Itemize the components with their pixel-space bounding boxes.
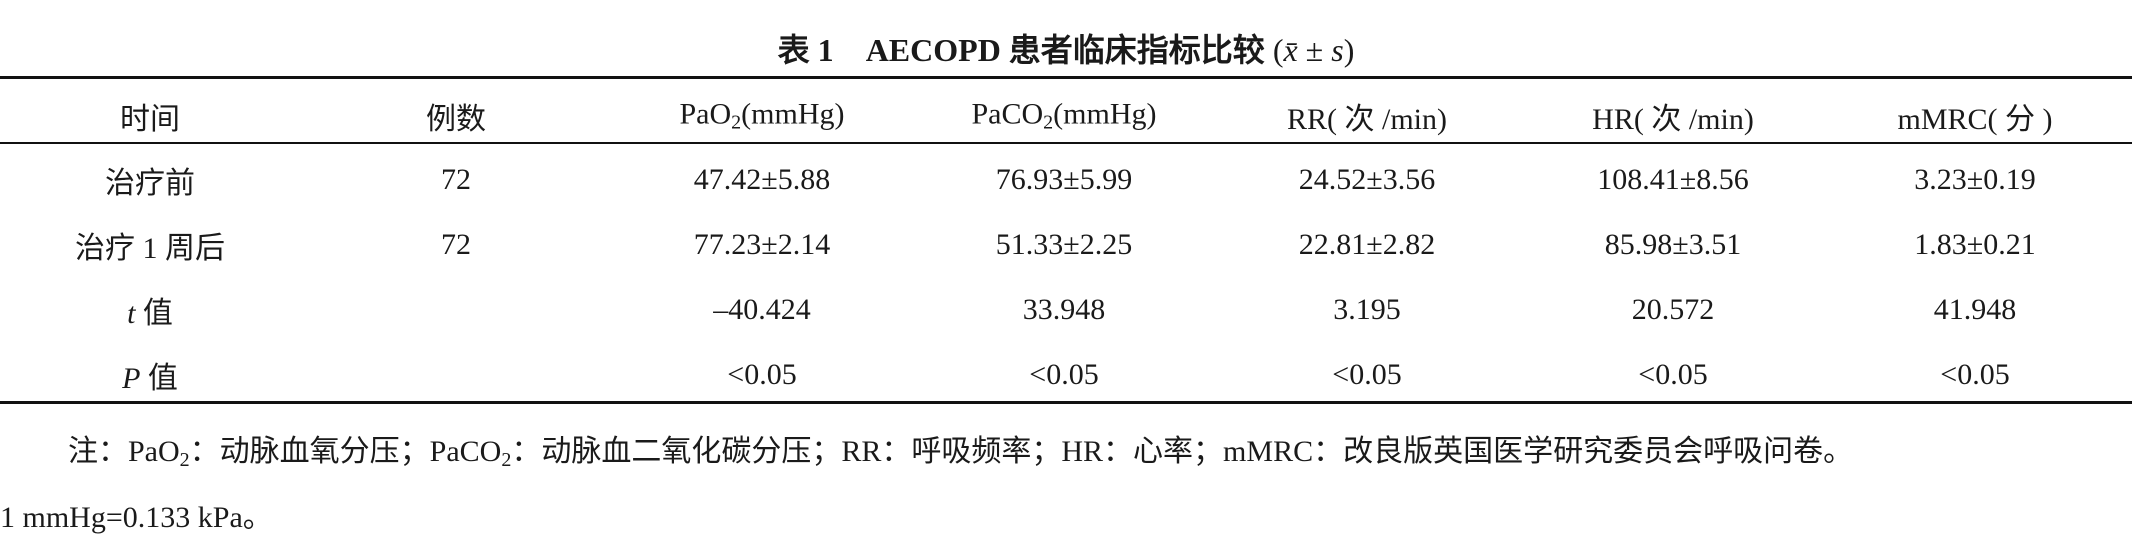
text: RR( 次 /min) xyxy=(1286,103,1448,136)
stat-s: s xyxy=(1331,32,1344,68)
header-cell: mMRC( 分 ) xyxy=(1897,94,2052,138)
stat-pm: ± xyxy=(1297,32,1332,68)
text: PaCO xyxy=(971,97,1044,131)
table-cell: t 值 xyxy=(127,288,173,332)
table-cell: <0.05 xyxy=(1029,358,1099,391)
table-cell: <0.05 xyxy=(1332,358,1402,391)
italic-text: P xyxy=(122,362,141,395)
text: PaCO xyxy=(429,435,502,468)
table-cell: 33.948 xyxy=(1022,293,1106,326)
text: PaO xyxy=(128,435,180,468)
table-cell: 72 xyxy=(441,228,471,261)
table-cell: 47.42±5.88 xyxy=(693,163,831,196)
table-cell: P 值 xyxy=(122,353,178,397)
header-cell: HR( 次 /min) xyxy=(1592,94,1754,138)
text: mMRC( 分 ) xyxy=(1897,103,2053,136)
italic-text: t xyxy=(127,297,136,330)
header-cell: RR( 次 /min) xyxy=(1287,94,1447,138)
stat-close: ) xyxy=(1343,32,1355,68)
table-cell: 治疗前 xyxy=(105,158,195,202)
text: 值 xyxy=(135,297,173,330)
text: HR( 次 /min) xyxy=(1592,103,1754,136)
header-cell: PaO2(mmHg) xyxy=(680,98,845,135)
table-cell: 3.195 xyxy=(1333,293,1401,326)
table-cell: 24.52±3.56 xyxy=(1298,163,1436,196)
table-cell: 3.23±0.19 xyxy=(1914,163,2036,196)
header-cell: 时间 xyxy=(120,94,180,138)
subscript: 2 xyxy=(501,449,512,471)
subscript: 2 xyxy=(731,111,742,134)
table-cell: 治疗 1 周后 xyxy=(75,223,225,267)
table-cell: 22.81±2.82 xyxy=(1298,228,1436,261)
header-rule xyxy=(0,142,2132,144)
table-cell: <0.05 xyxy=(1638,358,1708,391)
header-cell: PaCO2(mmHg) xyxy=(971,98,1156,135)
table-cell: 77.23±2.14 xyxy=(693,228,831,261)
text: 例数 xyxy=(426,103,486,136)
table-cell: 85.98±3.51 xyxy=(1604,228,1742,261)
title-text: AECOPD 患者临床指标比较 xyxy=(865,32,1265,68)
table-cell: 76.93±5.99 xyxy=(995,163,1133,196)
note-line-1: 注：PaO2：动脉血氧分压；PaCO2：动脉血二氧化碳分压；RR：呼吸频率；HR… xyxy=(68,426,1853,472)
stat-open: ( xyxy=(1272,32,1284,68)
text: 值 xyxy=(140,362,178,395)
top-rule xyxy=(0,76,2132,79)
table-cell: 72 xyxy=(441,163,471,196)
text: ：动脉血氧分压； xyxy=(189,435,430,468)
text: 治疗前 xyxy=(105,167,195,200)
subscript: 2 xyxy=(179,449,190,471)
table-cell: 108.41±8.56 xyxy=(1597,163,1749,196)
bottom-rule xyxy=(0,401,2132,404)
text: 时间 xyxy=(120,103,180,136)
text: RR：呼吸频率；HR：心率；mMRC：改良版英国医学研究委员会呼吸问卷。 xyxy=(841,435,1854,468)
table-cell: –40.424 xyxy=(713,293,811,326)
table-cell: 20.572 xyxy=(1631,293,1715,326)
table-title: 表 1 AECOPD 患者临床指标比较 (x̄ ± s) xyxy=(778,25,1355,71)
stat-x: x̄ xyxy=(1283,32,1298,68)
text: 治疗 1 周后 xyxy=(75,232,225,265)
table-cell: 1.83±0.21 xyxy=(1914,228,2036,261)
text: PaO xyxy=(679,97,732,131)
table-cell: <0.05 xyxy=(1940,358,2010,391)
text: (mmHg) xyxy=(741,97,845,131)
note-line-2: 1 mmHg=0.133 kPa。 xyxy=(0,501,273,534)
table-cell: 51.33±2.25 xyxy=(995,228,1133,261)
text: ：动脉血二氧化碳分压； xyxy=(511,435,842,468)
title-label: 表 1 xyxy=(777,32,834,68)
table-cell: <0.05 xyxy=(727,358,797,391)
text: (mmHg) xyxy=(1053,97,1157,131)
header-cell: 例数 xyxy=(426,94,486,138)
table-cell: 41.948 xyxy=(1933,293,2017,326)
title-stat: (x̄ ± s) xyxy=(1273,32,1355,68)
subscript: 2 xyxy=(1043,111,1054,134)
note-prefix: 注： xyxy=(68,435,128,468)
